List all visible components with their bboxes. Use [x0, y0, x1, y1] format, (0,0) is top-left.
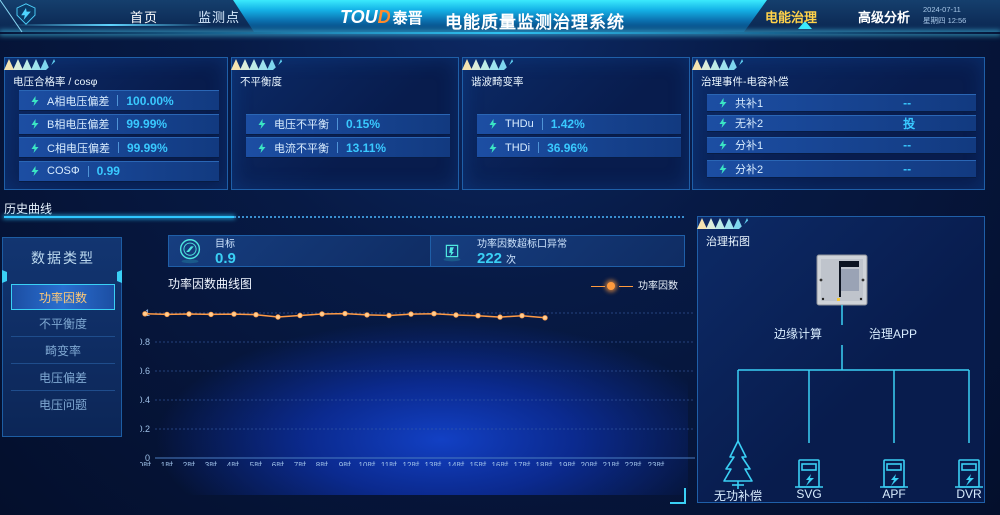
svg-text:16时: 16时: [492, 460, 509, 466]
svg-text:9时: 9时: [339, 460, 351, 466]
svg-text:15时: 15时: [470, 460, 487, 466]
svg-text:19时: 19时: [559, 460, 576, 466]
svg-text:22时: 22时: [625, 460, 642, 466]
svg-text:3时: 3时: [205, 460, 217, 466]
svg-text:0.6: 0.6: [140, 366, 150, 376]
svg-text:8时: 8时: [316, 460, 328, 466]
svg-text:11时: 11时: [381, 460, 397, 466]
svg-text:0.4: 0.4: [140, 395, 150, 405]
svg-text:6时: 6时: [272, 460, 284, 466]
svg-text:10时: 10时: [359, 460, 376, 466]
svg-text:23时: 23时: [648, 460, 665, 466]
svg-text:13时: 13时: [425, 460, 442, 466]
svg-text:12时: 12时: [403, 460, 420, 466]
svg-text:0.8: 0.8: [140, 337, 150, 347]
svg-text:5时: 5时: [250, 460, 262, 466]
svg-text:14时: 14时: [448, 460, 465, 466]
svg-text:0时: 0时: [140, 460, 151, 466]
svg-text:20时: 20时: [581, 460, 598, 466]
svg-text:7时: 7时: [294, 460, 306, 466]
svg-text:21时: 21时: [603, 460, 620, 466]
svg-text:18时: 18时: [536, 460, 553, 466]
svg-text:17时: 17时: [514, 460, 531, 466]
svg-text:4时: 4时: [227, 460, 239, 466]
svg-text:2时: 2时: [183, 460, 195, 466]
svg-text:1时: 1时: [161, 460, 173, 466]
svg-text:0.2: 0.2: [140, 424, 150, 434]
